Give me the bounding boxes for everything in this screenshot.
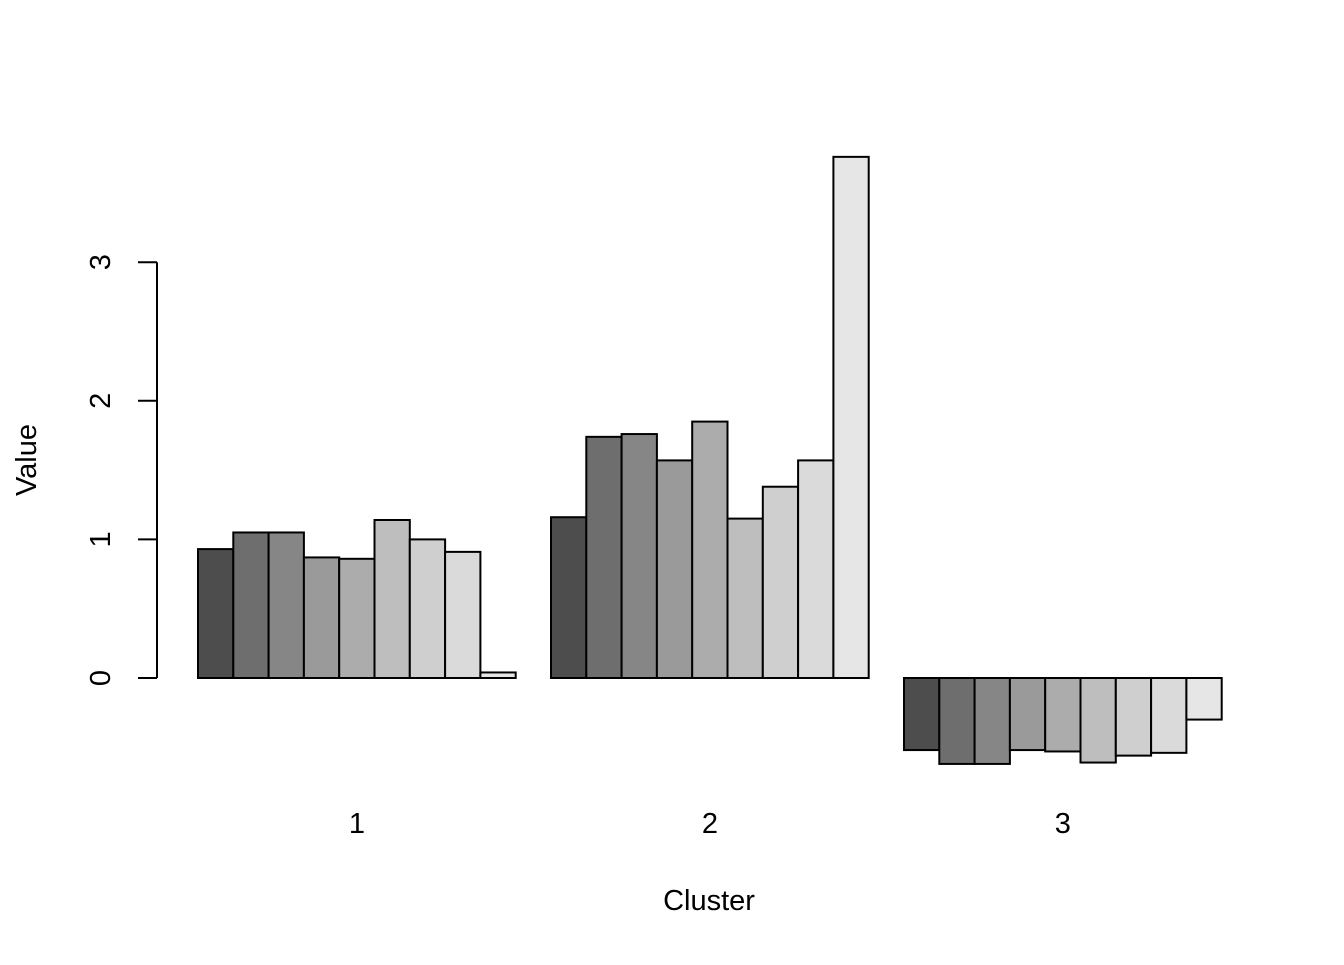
- x-axis-label: Cluster: [663, 885, 755, 917]
- bar-cluster-3-series-5: [1044, 677, 1082, 753]
- bar-cluster-1-series-5: [338, 557, 376, 679]
- bar-cluster-3-series-2: [938, 677, 976, 765]
- x-tick-label-2: 2: [702, 808, 718, 840]
- bar-cluster-1-series-8: [444, 550, 482, 679]
- y-axis: 0 1 2 3: [85, 254, 158, 686]
- bar-cluster-2-series-2: [585, 435, 623, 679]
- bar-cluster-3-series-6: [1079, 677, 1117, 764]
- bar-cluster-3-series-3: [973, 677, 1011, 765]
- bar-cluster-2-series-4: [655, 459, 694, 679]
- bar-cluster-3-series-9: [1185, 677, 1223, 721]
- bar-cluster-1-series-9: [479, 671, 517, 680]
- bar-cluster-2-series-3: [620, 433, 658, 679]
- bars-group: [197, 155, 1223, 765]
- bar-cluster-2-series-1: [550, 516, 588, 679]
- bar-cluster-3-series-1: [903, 677, 941, 752]
- bar-cluster-2-series-8: [797, 459, 835, 679]
- bar-cluster-1-series-6: [373, 519, 411, 679]
- y-tick-label-2: 2: [85, 393, 117, 409]
- bar-cluster-2-series-5: [691, 420, 729, 679]
- x-tick-labels: 1 2 3: [349, 808, 1071, 840]
- bar-cluster-1-series-7: [408, 538, 447, 680]
- bar-cluster-2-series-9: [832, 155, 870, 680]
- bar-cluster-1-series-3: [267, 531, 305, 679]
- bar-cluster-1-series-1: [197, 548, 235, 679]
- x-tick-label-1: 1: [349, 808, 365, 840]
- bar-cluster-3-series-8: [1150, 677, 1188, 754]
- bar-cluster-3-series-7: [1114, 677, 1153, 757]
- x-tick-label-3: 3: [1055, 808, 1071, 840]
- bar-cluster-2-series-7: [761, 485, 800, 680]
- y-axis-label: Value: [11, 424, 43, 496]
- bar-cluster-2-series-6: [726, 517, 764, 679]
- y-tick-label-1: 1: [85, 531, 117, 547]
- y-tick-label-3: 3: [85, 254, 117, 270]
- bar-cluster-1-series-4: [302, 556, 341, 679]
- bar-cluster-3-series-4: [1008, 677, 1047, 752]
- y-tick-label-0: 0: [85, 670, 117, 686]
- bar-cluster-1-series-2: [232, 531, 270, 679]
